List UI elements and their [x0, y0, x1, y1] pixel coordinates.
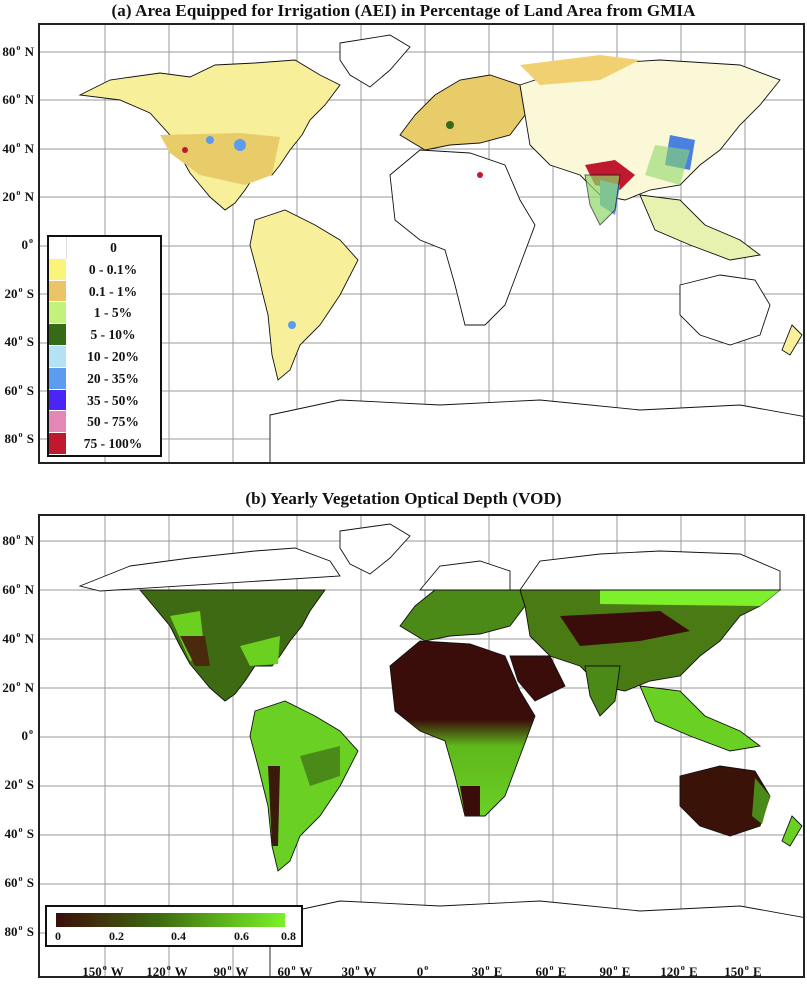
europe: [399, 74, 526, 151]
aei-legend: 0 0 - 0.1% 0.1 - 1% 1 - 5% 5 - 10% 10 - …: [47, 235, 162, 457]
africa: [389, 640, 536, 817]
legend-label: 10 - 20%: [87, 348, 139, 364]
lat-label-a-20n: 20o N: [2, 188, 34, 204]
lon-label-30w: 30o W: [341, 963, 377, 979]
legend-swatch: [49, 280, 66, 303]
southeast-asia: [639, 194, 762, 261]
greenland: [339, 34, 411, 88]
panel-a-map: [38, 23, 805, 464]
lat-label-a-80s: 80o S: [4, 430, 34, 446]
lat-label-a-20s: 20o S: [4, 285, 34, 301]
lat-label-b-20s: 20o S: [4, 776, 34, 792]
lat-label-b-80s: 80o S: [4, 923, 34, 939]
legend-swatch: [49, 237, 67, 259]
legend-label: 0.1 - 1%: [88, 283, 138, 299]
colorbar-tick: 0: [55, 929, 61, 943]
legend-label: 0 - 0.1%: [88, 261, 138, 277]
colorbar-gradient: [56, 913, 285, 927]
colorbar-tick: 0.2: [109, 929, 124, 943]
legend-item: 0.1 - 1%: [49, 280, 160, 303]
legend-swatch: [49, 324, 66, 346]
lon-label-120w: 120o W: [146, 963, 188, 979]
europe: [399, 589, 526, 642]
legend-label: 35 - 50%: [87, 392, 139, 408]
legend-item: 50 - 75%: [49, 411, 160, 434]
legend-swatch: [49, 389, 66, 412]
legend-swatch: [49, 302, 66, 325]
south-america: [249, 209, 359, 381]
legend-item: 5 - 10%: [49, 324, 160, 346]
lat-label-a-40s: 40o S: [4, 333, 34, 349]
legend-item: 10 - 20%: [49, 345, 160, 368]
legend-item: 20 - 35%: [49, 367, 160, 390]
legend-swatch: [49, 367, 66, 390]
lat-label-b-40n: 40o N: [2, 630, 34, 646]
lat-label-a-60n: 60o N: [2, 91, 34, 107]
legend-label: 50 - 75%: [87, 414, 139, 430]
lat-label-a-0: 0o: [21, 236, 34, 252]
lat-label-a-40n: 40o N: [2, 140, 34, 156]
legend-item: 0 - 0.1%: [49, 258, 160, 281]
lon-label-90e: 90o E: [599, 963, 631, 979]
lon-label-60w: 60o W: [277, 963, 313, 979]
greenland: [339, 523, 411, 575]
legend-item: 35 - 50%: [49, 389, 160, 412]
arctic-north-america: [78, 547, 341, 592]
lat-label-b-20n: 20o N: [2, 679, 34, 695]
lon-label-90w: 90o W: [213, 963, 249, 979]
legend-swatch: [49, 411, 66, 434]
panel-a-title: (a) Area Equipped for Irrigation (AEI) i…: [111, 1, 696, 20]
lat-label-a-80n: 80o N: [2, 43, 34, 59]
antarctica: [269, 900, 803, 976]
antarctica: [269, 399, 803, 462]
legend-item: 75 - 100%: [49, 433, 160, 455]
legend-label: 5 - 10%: [90, 327, 136, 343]
lon-label-0: 0o: [416, 963, 429, 979]
australia: [679, 765, 771, 837]
legend-swatch: [49, 258, 66, 281]
panel-b-title: (b) Yearly Vegetation Optical Depth (VOD…: [245, 489, 562, 508]
northern-europe: [419, 560, 511, 591]
arabia: [509, 655, 566, 702]
australia: [679, 274, 771, 346]
legend-label: 0: [110, 240, 117, 255]
lat-label-b-40s: 40o S: [4, 825, 34, 841]
legend-label: 20 - 35%: [87, 370, 139, 386]
africa: [389, 149, 536, 326]
lat-label-b-0: 0o: [21, 727, 34, 743]
lon-label-150w: 150o W: [82, 963, 124, 979]
vod-colorbar: 0 0.2 0.4 0.6 0.8: [45, 905, 303, 947]
legend-label: 1 - 5%: [93, 305, 133, 321]
lat-label-b-80n: 80o N: [2, 532, 34, 548]
lat-label-a-60s: 60o S: [4, 382, 34, 398]
legend-item: 1 - 5%: [49, 302, 160, 325]
legend-item: 0: [49, 237, 160, 259]
siberia: [519, 550, 781, 591]
panel-a-map-svg: [40, 25, 803, 462]
lon-label-120e: 120o E: [660, 963, 698, 979]
new-zealand: [781, 815, 803, 847]
colorbar-tick: 0.4: [171, 929, 186, 943]
continents: [78, 34, 803, 462]
southeast-asia: [639, 685, 762, 752]
lat-label-b-60n: 60o N: [2, 581, 34, 597]
lon-label-60e: 60o E: [535, 963, 567, 979]
colorbar-tick: 0.8: [281, 929, 296, 943]
panel-b-map-svg: [40, 516, 803, 976]
continents: [78, 523, 803, 976]
lat-label-b-60s: 60o S: [4, 874, 34, 890]
lon-label-30e: 30o E: [471, 963, 503, 979]
lon-label-150e: 150o E: [724, 963, 762, 979]
panel-b-map: [38, 514, 805, 978]
legend-label: 75 - 100%: [83, 436, 143, 452]
colorbar-tick: 0.6: [234, 929, 249, 943]
legend-swatch: [49, 345, 66, 368]
india: [584, 665, 621, 717]
legend-swatch: [49, 433, 66, 455]
new-zealand: [781, 324, 803, 356]
india: [584, 174, 621, 226]
